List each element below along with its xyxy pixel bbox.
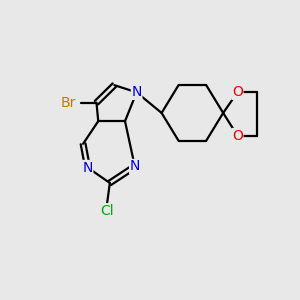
Text: N: N bbox=[131, 85, 142, 99]
Text: N: N bbox=[82, 160, 93, 175]
Text: O: O bbox=[232, 85, 243, 99]
Text: Br: Br bbox=[60, 96, 76, 110]
Text: N: N bbox=[130, 160, 140, 173]
Text: Cl: Cl bbox=[100, 204, 114, 218]
Text: O: O bbox=[232, 129, 243, 142]
